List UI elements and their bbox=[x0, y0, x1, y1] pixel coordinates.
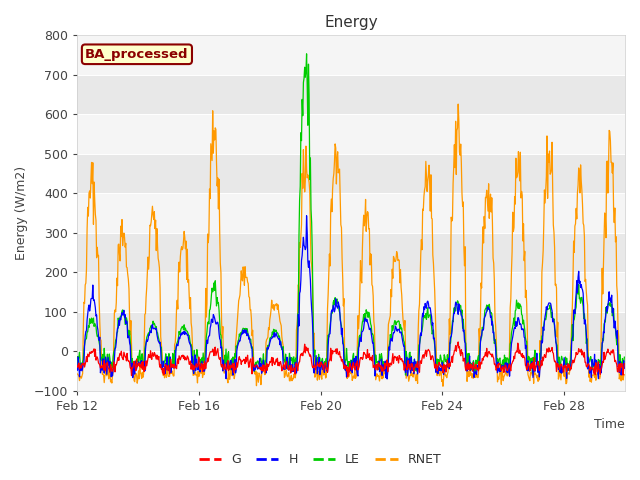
Bar bbox=[77, 272, 625, 312]
X-axis label: Time: Time bbox=[595, 419, 625, 432]
Text: BA_processed: BA_processed bbox=[85, 48, 189, 61]
Bar bbox=[77, 351, 625, 391]
Bar bbox=[77, 114, 625, 154]
Bar bbox=[77, 36, 625, 75]
Y-axis label: Energy (W/m2): Energy (W/m2) bbox=[15, 166, 28, 260]
Bar bbox=[77, 75, 625, 114]
Bar bbox=[77, 233, 625, 272]
Legend: G, H, LE, RNET: G, H, LE, RNET bbox=[194, 448, 446, 471]
Bar bbox=[77, 193, 625, 233]
Bar bbox=[77, 312, 625, 351]
Bar bbox=[77, 154, 625, 193]
Title: Energy: Energy bbox=[324, 15, 378, 30]
